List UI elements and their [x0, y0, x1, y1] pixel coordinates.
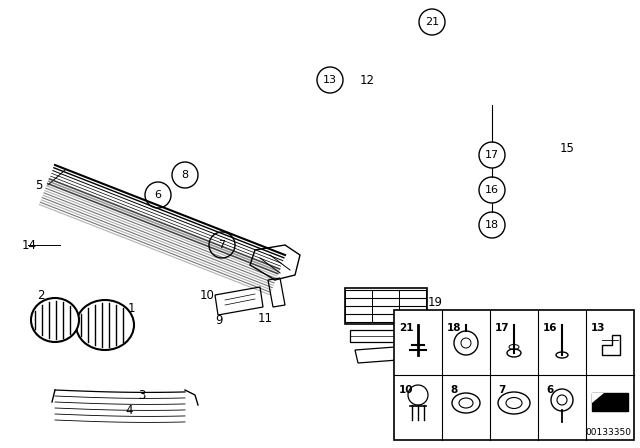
Text: 6: 6 — [547, 385, 554, 395]
Text: 13: 13 — [323, 75, 337, 85]
Text: 9: 9 — [215, 314, 223, 327]
Text: 10: 10 — [399, 385, 413, 395]
Text: 8: 8 — [181, 170, 189, 180]
Text: 8: 8 — [451, 385, 458, 395]
Text: 13: 13 — [591, 323, 605, 333]
Text: 5: 5 — [35, 178, 42, 191]
Text: 1: 1 — [128, 302, 136, 314]
Ellipse shape — [76, 300, 134, 350]
Text: 17: 17 — [485, 150, 499, 160]
Bar — [592, 393, 628, 411]
Bar — [350, 330, 415, 342]
Text: 11: 11 — [258, 311, 273, 324]
Polygon shape — [592, 393, 604, 403]
Text: 7: 7 — [218, 240, 225, 250]
Text: 4: 4 — [125, 404, 132, 417]
Text: 6: 6 — [154, 190, 161, 200]
Text: 3: 3 — [138, 388, 145, 401]
Text: 12: 12 — [360, 73, 375, 86]
Text: 20: 20 — [428, 353, 443, 366]
Text: 18: 18 — [447, 323, 461, 333]
Text: 15: 15 — [560, 142, 575, 155]
Text: 21: 21 — [425, 17, 439, 27]
Text: 10: 10 — [200, 289, 215, 302]
Bar — [345, 288, 427, 324]
Text: 22: 22 — [428, 323, 443, 336]
Text: 19: 19 — [428, 296, 443, 309]
Ellipse shape — [31, 298, 79, 342]
Bar — [394, 310, 634, 440]
Text: 00133350: 00133350 — [585, 428, 631, 437]
Text: 14: 14 — [22, 238, 37, 251]
Text: 21: 21 — [399, 323, 413, 333]
Text: 16: 16 — [543, 323, 557, 333]
Text: 2: 2 — [37, 289, 45, 302]
Text: 16: 16 — [485, 185, 499, 195]
Text: 7: 7 — [499, 385, 506, 395]
Text: 17: 17 — [495, 323, 509, 333]
Text: 18: 18 — [485, 220, 499, 230]
